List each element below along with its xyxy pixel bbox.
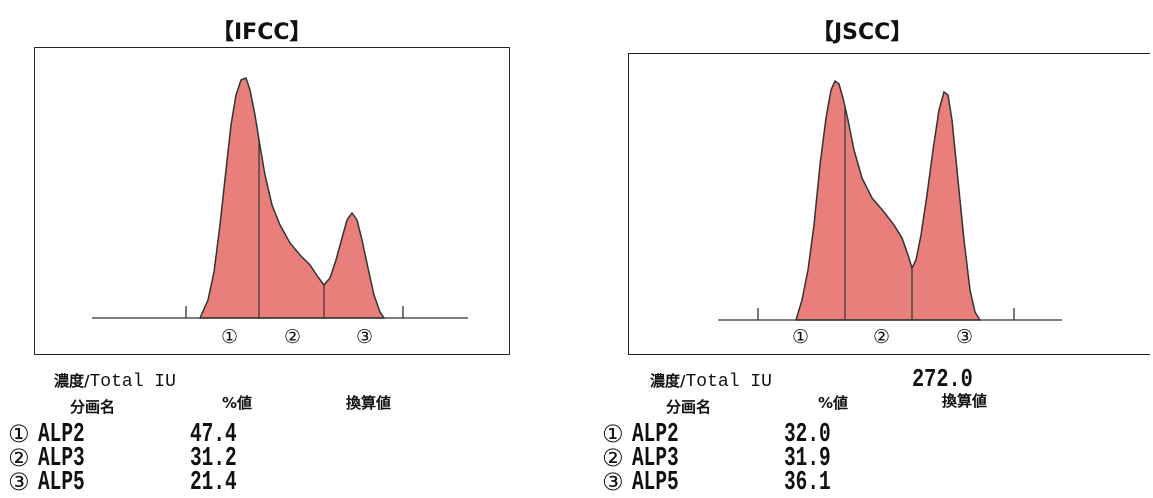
jscc-electropherogram: ① ② ③ [718,79,1062,348]
jscc-concentration-label: 濃度/Total IU [650,370,772,392]
jscc-header-fraction: 分画名 [666,398,712,416]
ifcc-row-1-fraction: ALP2 [38,420,85,450]
ifcc-row-1-marker: ① [8,420,30,448]
ifcc-fraction-label-3: ③ [356,326,373,348]
jscc-fraction-label-2: ② [873,326,890,348]
jscc-header-converted: 換算値 [942,392,988,410]
ifcc-row-3-fraction: ALP5 [38,468,85,498]
jscc-row-1-fraction: ALP2 [632,420,679,450]
ifcc-title: 【IFCC】 [212,20,312,45]
ifcc-header-converted: 換算値 [346,394,392,412]
ifcc-concentration-label: 濃度/Total IU [54,370,176,392]
jscc-row-1-marker: ① [602,420,624,448]
ifcc-row-2-percent: 31.2 [190,444,237,474]
ifcc-electropherogram: ① ② ③ [92,77,468,348]
ifcc-row-3-marker: ③ [8,468,30,496]
jscc-row-3-marker: ③ [602,468,624,496]
ifcc-fraction-label-2: ② [284,326,301,348]
jscc-concentration-caption: 濃度/ [650,372,686,390]
ifcc-header-percent: %値 [222,394,253,412]
ifcc-row-3-percent: 21.4 [190,468,237,498]
jscc-concentration-unit: Total IU [685,372,772,392]
jscc-concentration-value: 272.0 [912,364,973,394]
jscc-row-2-percent: 31.9 [784,444,831,474]
jscc-row-3-percent: 36.1 [784,468,831,498]
ifcc-row-2-marker: ② [8,444,30,472]
jscc-fraction-label-1: ① [792,326,809,348]
ifcc-panel: 【IFCC】 ① ② ③ 濃度/Total IU 分画名 %値 換算値 ① AL… [0,0,560,498]
jscc-curve-fill [794,79,982,321]
ifcc-row-1-percent: 47.4 [190,420,237,450]
ifcc-curve-fill [198,77,386,319]
jscc-row-2-fraction: ALP3 [632,444,679,474]
jscc-fraction-label-3: ③ [956,326,973,348]
jscc-row-2-marker: ② [602,444,624,472]
jscc-row-3-fraction: ALP5 [632,468,679,498]
ifcc-fraction-label-1: ① [221,326,238,348]
jscc-title: 【JSCC】 [812,20,913,45]
ifcc-concentration-unit: Total IU [89,372,176,392]
jscc-row-1-percent: 32.0 [784,420,831,450]
jscc-header-percent: %値 [818,394,849,412]
jscc-panel: 【JSCC】 ① ② ③ 濃度/Total IU 272.0 分画名 %値 換算… [590,0,1153,498]
ifcc-row-2-fraction: ALP3 [38,444,85,474]
ifcc-header-fraction: 分画名 [70,398,116,416]
ifcc-concentration-caption: 濃度/ [54,372,90,390]
